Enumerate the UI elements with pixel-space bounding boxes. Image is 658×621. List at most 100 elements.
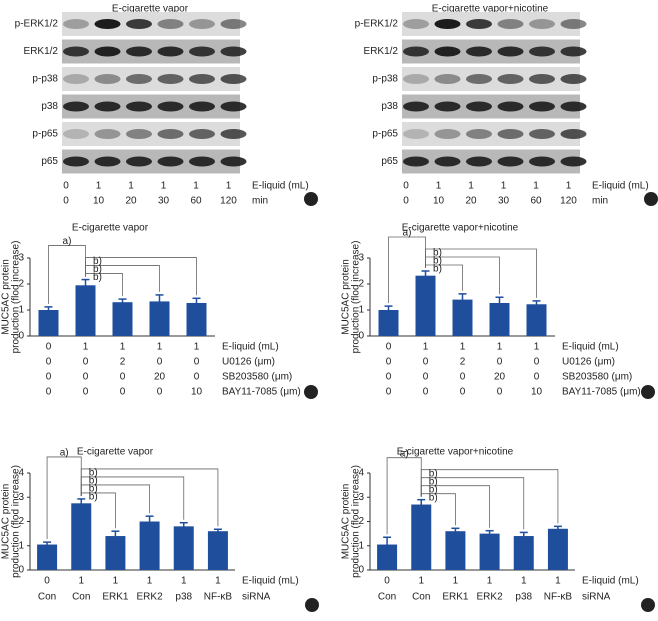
blot-band	[63, 74, 89, 84]
significance-label: b)	[93, 264, 102, 275]
blot-band	[157, 101, 184, 112]
condition-value: p38	[175, 592, 192, 603]
bar	[452, 299, 473, 336]
significance-label: b)	[429, 476, 438, 487]
condition-value: 1	[83, 342, 89, 353]
blot-band	[126, 101, 152, 112]
blot-band	[189, 74, 215, 84]
condition-value: 1	[193, 181, 199, 192]
bar	[415, 275, 436, 336]
condition-value: 0	[386, 342, 392, 353]
y-axis-label: MUC5AC protein	[341, 484, 352, 560]
blot-band	[126, 74, 152, 84]
condition-value: ERK2	[137, 592, 164, 603]
blot-row-label: ERK1/2	[24, 46, 59, 57]
blot-band	[466, 74, 492, 84]
condition-label: E-liquid (mL)	[222, 342, 279, 353]
y-tick-label: 2	[18, 516, 24, 527]
blot-band	[529, 46, 555, 57]
condition-value: 20	[154, 372, 166, 383]
condition-value: 1	[128, 181, 134, 192]
condition-value: 1	[194, 342, 200, 353]
y-axis-label: production (flod increase)	[11, 241, 22, 354]
condition-value: 10	[93, 196, 105, 207]
blot-band	[94, 156, 121, 167]
condition-value: Con	[72, 592, 90, 603]
blot-band	[403, 46, 429, 57]
blot-band	[529, 74, 555, 84]
y-tick-label: 1	[18, 540, 24, 551]
y-tick-label: 0	[358, 331, 364, 342]
y-axis-label: MUC5AC protein	[1, 484, 12, 560]
condition-value: NF-κB	[544, 592, 573, 603]
chart-title: E-cigarette vapor+nicotine	[397, 447, 514, 458]
significance-label: b)	[93, 256, 102, 267]
condition-value: 1	[161, 181, 167, 192]
condition-value: 20	[465, 196, 477, 207]
condition-value: 0	[157, 357, 163, 368]
condition-value: 10	[191, 387, 203, 398]
blot-band	[529, 129, 555, 139]
condition-value: 0	[403, 181, 409, 192]
bar	[149, 301, 170, 336]
condition-value: 0	[194, 372, 200, 383]
condition-value: 0	[423, 357, 429, 368]
condition-value: 0	[83, 372, 89, 383]
condition-value: ERK1	[442, 592, 469, 603]
significance-label: b)	[433, 264, 442, 275]
blot-band	[434, 129, 461, 139]
panel-badge	[304, 192, 318, 206]
condition-value: 1	[147, 576, 153, 587]
panel-label: C	[307, 387, 314, 398]
blot-band	[63, 46, 89, 57]
blot-row-label: p-ERK1/2	[15, 19, 59, 30]
condition-label: E-liquid (mL)	[252, 181, 309, 192]
blot-band	[220, 19, 247, 29]
y-tick-label: 1	[358, 305, 364, 316]
condition-value: 10	[531, 387, 543, 398]
blot-band	[434, 19, 461, 29]
bar	[526, 304, 547, 336]
condition-value: 1	[157, 342, 163, 353]
panel-badge	[641, 385, 655, 399]
blot-row-label: p-p65	[32, 129, 58, 140]
blot-band	[220, 101, 247, 112]
blot-band	[466, 101, 492, 112]
condition-label: min	[592, 196, 608, 207]
condition-value: 0	[46, 357, 52, 368]
blot-band	[529, 101, 555, 112]
condition-label: min	[252, 196, 268, 207]
bar	[75, 285, 96, 336]
condition-label: E-liquid (mL)	[592, 181, 649, 192]
blot-band	[560, 74, 587, 84]
blot-band	[189, 19, 215, 29]
condition-value: 0	[423, 372, 429, 383]
condition-value: 0	[423, 387, 429, 398]
blot-band	[63, 101, 89, 112]
y-tick-label: 2	[358, 516, 364, 527]
condition-label: E-liquid (mL)	[582, 576, 639, 587]
condition-value: 20	[494, 372, 506, 383]
bar	[38, 310, 59, 336]
condition-value: 0	[46, 387, 52, 398]
condition-value: ERK2	[477, 592, 504, 603]
blot-band	[63, 19, 89, 29]
significance-label: a)	[63, 236, 72, 247]
condition-value: 1	[555, 576, 561, 587]
condition-label: siRNA	[582, 592, 611, 603]
blot-band	[529, 19, 555, 29]
condition-value: 1	[533, 181, 539, 192]
condition-value: 1	[418, 576, 424, 587]
condition-value: 1	[468, 181, 474, 192]
significance-label: b)	[433, 248, 442, 259]
blot-band	[189, 101, 215, 112]
blot-row-label: p-p38	[372, 74, 398, 85]
condition-value: 0	[157, 387, 163, 398]
blot-band	[403, 156, 429, 167]
blot-row-label: p65	[41, 156, 58, 167]
condition-value: 1	[487, 576, 493, 587]
significance-label: b)	[429, 484, 438, 495]
blot-band	[403, 129, 429, 139]
condition-value: 0	[497, 387, 503, 398]
